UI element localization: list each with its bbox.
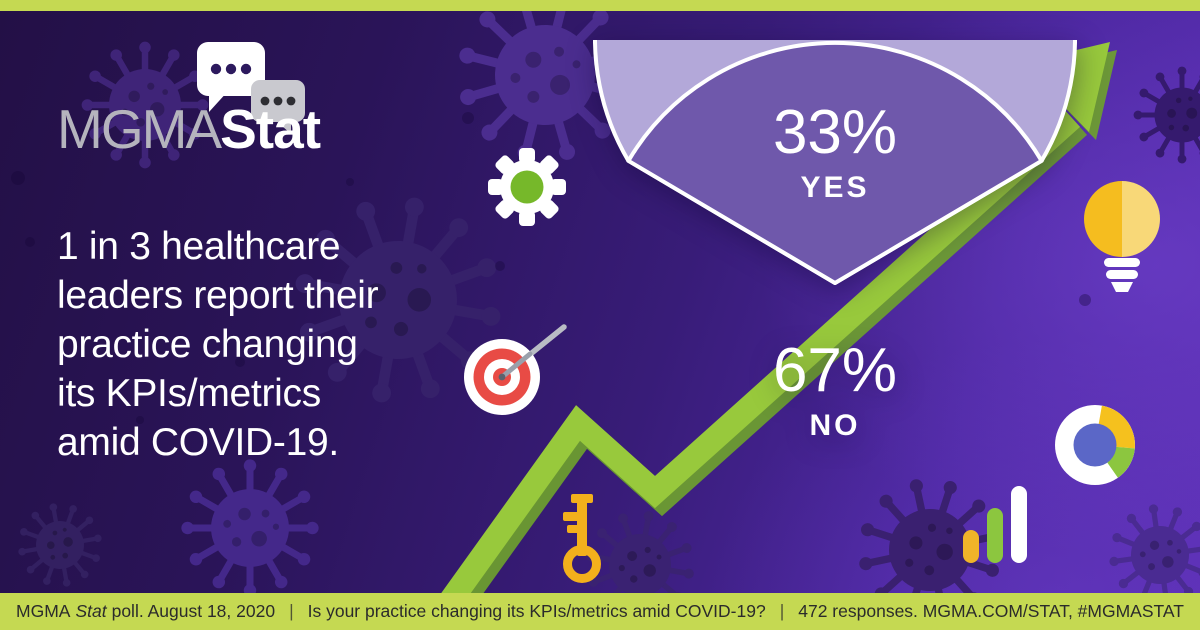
mgma-stat-logo: MGMAStat <box>57 38 387 168</box>
gear-icon <box>488 148 566 226</box>
target-icon <box>464 324 567 415</box>
lightbulb-icon <box>1084 181 1160 292</box>
footer-responses: 472 responses. MGMA.COM/STAT, #MGMASTAT <box>798 601 1184 621</box>
no-label: NO <box>809 409 861 442</box>
donut-chart-icon <box>1055 405 1135 485</box>
headline-line: its KPIs/metrics <box>57 372 321 415</box>
yes-percentage: 33% <box>772 98 898 167</box>
speech-bubbles-icon <box>197 42 305 134</box>
bar-chart-icon <box>963 486 1027 563</box>
footer-separator: | <box>289 601 294 621</box>
pie-chart: 33% YES 67% NO <box>592 0 1078 526</box>
footer-brand: MGMA <box>16 601 71 621</box>
footer-bar: MGMA Stat poll. August 18, 2020 | Is you… <box>0 593 1200 630</box>
no-percentage: 67% <box>772 336 898 405</box>
headline-line: amid COVID-19. <box>57 421 339 464</box>
footer-question: Is your practice changing its KPIs/metri… <box>307 601 766 621</box>
footer-separator: | <box>779 601 785 621</box>
pie-label-yes: 33% YES <box>592 102 1078 205</box>
logo-mgma-text: MGMA <box>57 98 222 160</box>
headline-line: practice changing <box>57 323 358 366</box>
logo-stat-text: Stat <box>220 98 321 160</box>
top-accent-strip <box>0 0 1200 11</box>
headline-line: leaders report their <box>57 274 379 317</box>
headline-line: 1 in 3 healthcare <box>57 225 341 268</box>
pie-label-no: 67% NO <box>592 340 1078 443</box>
footer-stat: Stat <box>75 601 107 621</box>
yes-label: YES <box>800 171 870 204</box>
headline: 1 in 3 healthcare leaders report their p… <box>57 222 497 467</box>
pie-slice-yes <box>626 41 1044 285</box>
logo-wordmark: MGMAStat <box>57 102 321 157</box>
key-icon <box>563 494 601 583</box>
footer-poll-date: poll. August 18, 2020 <box>111 601 276 621</box>
footer-poll-info: MGMA Stat poll. August 18, 2020 <box>16 601 275 622</box>
